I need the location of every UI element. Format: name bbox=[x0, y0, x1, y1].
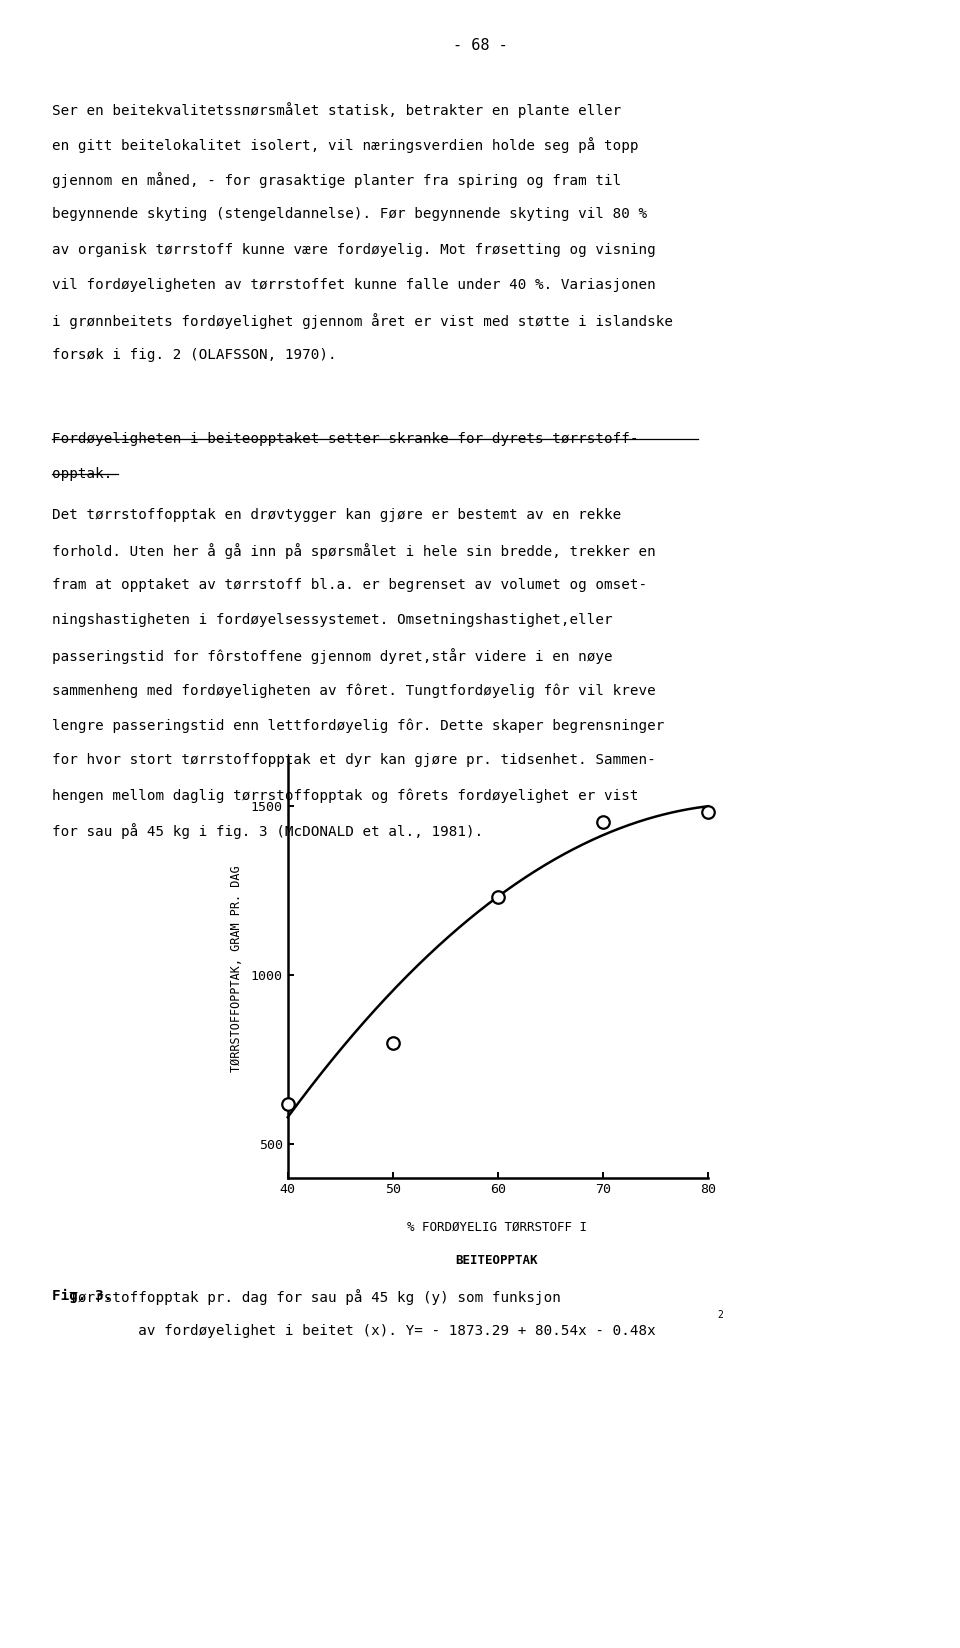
Text: sammenheng med fordøyeligheten av fôret. Tungtfordøyelig fôr vil kreve: sammenheng med fordøyeligheten av fôret.… bbox=[52, 684, 656, 697]
Text: begynnende skyting (stengeldannelse). Før begynnende skyting vil 80 %: begynnende skyting (stengeldannelse). Fø… bbox=[52, 208, 647, 221]
Text: BEITEOPPTAK: BEITEOPPTAK bbox=[456, 1254, 539, 1267]
Text: av fordøyelighet i beitet (x). Y= - 1873.29 + 80.54x - 0.48x: av fordøyelighet i beitet (x). Y= - 1873… bbox=[52, 1323, 656, 1338]
Text: opptak.: opptak. bbox=[52, 468, 112, 481]
Text: ningshastigheten i fordøyelsessystemet. Omsetningshastighet,eller: ningshastigheten i fordøyelsessystemet. … bbox=[52, 613, 612, 626]
Text: for sau på 45 kg i fig. 3 (McDONALD et al., 1981).: for sau på 45 kg i fig. 3 (McDONALD et a… bbox=[52, 824, 483, 839]
Text: gjennom en måned, - for grasaktige planter fra spiring og fram til: gjennom en måned, - for grasaktige plant… bbox=[52, 173, 621, 188]
Text: forsøk i fig. 2 (OLAFSSON, 1970).: forsøk i fig. 2 (OLAFSSON, 1970). bbox=[52, 348, 336, 363]
Text: i grønnbeitets fordøyelighet gjennom året er vist med støtte i islandske: i grønnbeitets fordøyelighet gjennom åre… bbox=[52, 313, 673, 328]
Text: lengre passeringstid enn lettfordøyelig fôr. Dette skaper begrensninger: lengre passeringstid enn lettfordøyelig … bbox=[52, 719, 664, 733]
Text: Tørrstoffopptak pr. dag for sau på 45 kg (y) som funksjon: Tørrstoffopptak pr. dag for sau på 45 kg… bbox=[52, 1289, 561, 1305]
Text: vil fordøyeligheten av tørrstoffet kunne falle under 40 %. Variasjonen: vil fordøyeligheten av tørrstoffet kunne… bbox=[52, 277, 656, 292]
Text: Fig. 3.: Fig. 3. bbox=[52, 1289, 112, 1304]
Text: Det tørrstoffopptak en drøvtygger kan gjøre er bestemt av en rekke: Det tørrstoffopptak en drøvtygger kan gj… bbox=[52, 508, 621, 522]
Y-axis label: TØRRSTOFFOPPTAK, GRAM PR. DAG: TØRRSTOFFOPPTAK, GRAM PR. DAG bbox=[229, 865, 243, 1071]
Text: Ser en beitekvalitetssпørsmålet statisk, betrakter en plante eller: Ser en beitekvalitetssпørsmålet statisk,… bbox=[52, 102, 621, 119]
Text: for hvor stort tørrstoffopptak et dyr kan gjøre pr. tidsenhet. Sammen-: for hvor stort tørrstoffopptak et dyr ka… bbox=[52, 753, 656, 768]
Text: - 68 -: - 68 - bbox=[452, 38, 508, 53]
Text: 2: 2 bbox=[717, 1310, 723, 1320]
Text: fram at opptaket av tørrstoff bl.a. er begrenset av volumet og omset-: fram at opptaket av tørrstoff bl.a. er b… bbox=[52, 578, 647, 592]
Text: passeringstid for fôrstoffene gjennom dyret,står videre i en nøye: passeringstid for fôrstoffene gjennom dy… bbox=[52, 648, 612, 664]
Text: forhold. Uten her å gå inn på spørsmålet i hele sin bredde, trekker en: forhold. Uten her å gå inn på spørsmålet… bbox=[52, 542, 656, 559]
Text: Fordøyeligheten i beiteopptaket setter skranke for dyrets tørrstoff-: Fordøyeligheten i beiteopptaket setter s… bbox=[52, 432, 638, 447]
Text: hengen mellom daglig tørrstoffopptak og fôrets fordøyelighet er vist: hengen mellom daglig tørrstoffopptak og … bbox=[52, 788, 638, 803]
Text: % FORDØYELIG TØRRSTOFF I: % FORDØYELIG TØRRSTOFF I bbox=[407, 1220, 587, 1233]
Text: en gitt beitelokalitet isolert, vil næringsverdien holde seg på topp: en gitt beitelokalitet isolert, vil næri… bbox=[52, 137, 638, 153]
Text: av organisk tørrstoff kunne være fordøyelig. Mot frøsetting og visning: av organisk tørrstoff kunne være fordøye… bbox=[52, 242, 656, 257]
